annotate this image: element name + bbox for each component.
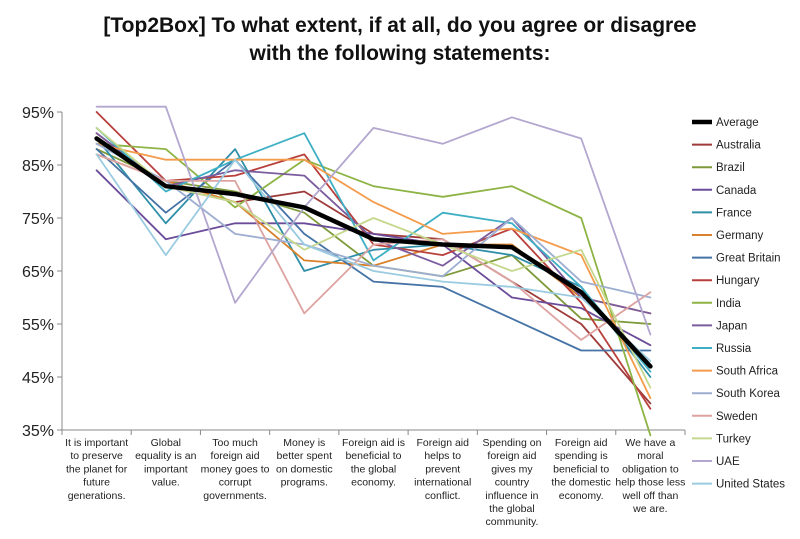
legend-label: Turkey: [716, 433, 751, 445]
series-line-uae: [95, 105, 652, 336]
y-tick-label: 45%: [22, 370, 54, 387]
series-line-india: [95, 142, 652, 437]
chart-title-line: with the following statements:: [248, 42, 550, 65]
x-axis: It is important to preserve the planet for…: [61, 429, 686, 528]
y-axis: 95% 85% 75% 65% 55% 45% 35%: [22, 105, 63, 440]
legend-label: Germany: [716, 230, 764, 242]
legend-label: UAE: [716, 456, 740, 468]
series-line-south-africa: [95, 142, 652, 400]
y-tick-label: 65%: [22, 264, 54, 281]
legend-label: France: [716, 207, 752, 219]
series-lines: [94, 105, 653, 437]
y-tick-label: 95%: [22, 105, 54, 122]
x-tick-label: Global equality is an important value.: [135, 437, 196, 489]
x-tick-label: Money is better spent on domestic programs.: [276, 437, 333, 489]
legend-label: India: [716, 298, 742, 310]
series-line-turkey: [95, 127, 652, 389]
series-line-south-korea: [95, 142, 652, 299]
series-line-united-states: [95, 153, 652, 363]
x-tick-label: Too much foreign aid money goes to corrupt g…: [201, 437, 270, 502]
legend-label: Brazil: [716, 162, 745, 174]
series-line-france: [95, 137, 652, 378]
legend-label: Japan: [716, 320, 747, 332]
series-line-canada: [95, 169, 652, 347]
x-tick-label: Foreign aid helps to prevent international c…: [414, 437, 471, 502]
legend-label: United States: [716, 479, 785, 491]
x-tick-label: We have a moral obligation to help those le…: [615, 437, 685, 515]
legend-label: South Korea: [716, 388, 781, 400]
legend-label: Sweden: [716, 411, 758, 423]
legend-label: Great Britain: [716, 253, 781, 265]
x-tick-label: Foreign aid is beneficial to the global eco…: [342, 437, 405, 489]
legend-label: Australia: [716, 140, 761, 152]
legend-label: South Africa: [716, 366, 779, 378]
chart-title-line: [Top2Box] To what extent, if at all, do …: [103, 14, 696, 37]
y-tick-label: 85%: [22, 158, 54, 175]
legend-label: Hungary: [716, 275, 760, 287]
x-tick-label: Spending on foreign aid gives my country inf…: [482, 437, 541, 528]
legend: Average Australia Brazil Canada France German…: [692, 117, 785, 491]
chart-title: [Top2Box] To what extent, if at all, do …: [103, 14, 696, 65]
y-tick-label: 55%: [22, 317, 54, 334]
legend-label: Canada: [716, 185, 757, 197]
x-tick-label: Foreign aid spending is beneficial to the d…: [551, 437, 611, 502]
legend-label: Russia: [716, 343, 752, 355]
legend-label: Average: [716, 117, 759, 129]
series-line-sweden: [95, 153, 652, 341]
series-line-average: [94, 136, 653, 369]
y-tick-label: 75%: [22, 211, 54, 228]
y-tick-label: 35%: [22, 423, 54, 440]
x-tick-label: It is important to preserve the planet for…: [65, 437, 128, 502]
series-line-great-britain: [95, 148, 652, 352]
